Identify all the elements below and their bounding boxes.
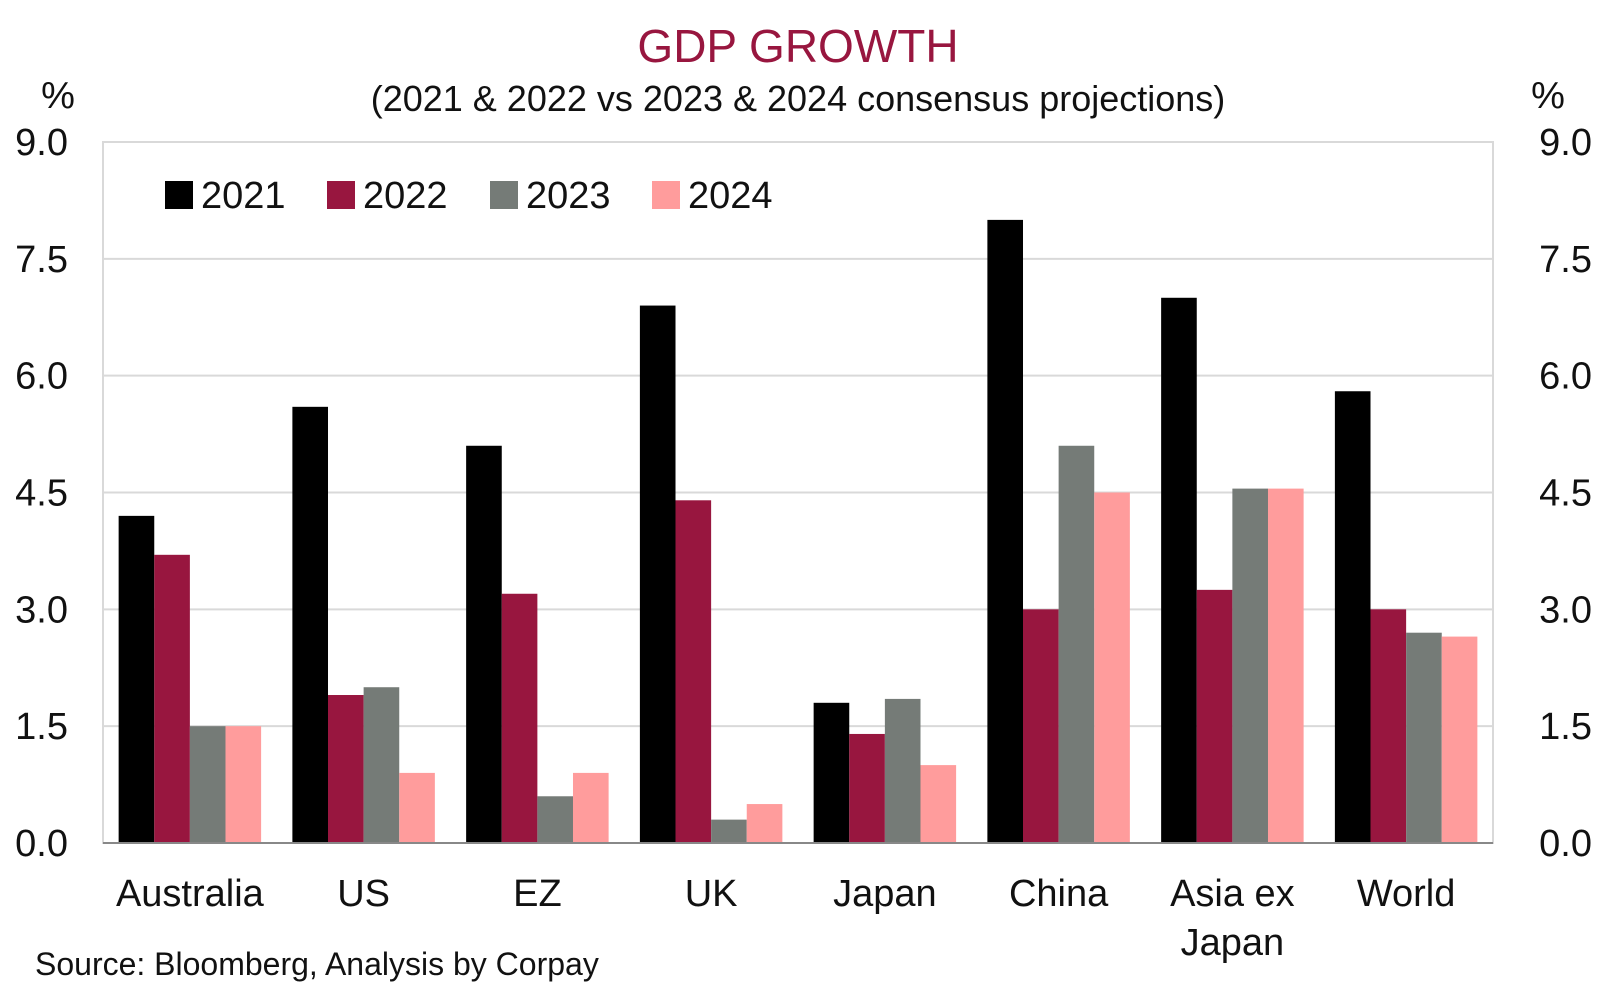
- bar-2024-japan: [920, 765, 957, 843]
- legend-swatch-2023: [490, 181, 518, 209]
- bar-2021-us: [292, 406, 329, 843]
- y-tick-label-left: 9.0: [15, 122, 68, 164]
- x-category-label: US: [337, 873, 390, 915]
- x-category-label: Australia: [116, 873, 265, 915]
- y-tick-label-right: 6.0: [1539, 356, 1592, 398]
- x-category-label: UK: [685, 873, 738, 915]
- bar-2024-us: [399, 772, 435, 843]
- y-axis-unit-left: %: [41, 75, 75, 117]
- bar-2022-ez: [501, 593, 538, 843]
- bar-2021-japan: [813, 702, 850, 843]
- y-tick-label-left: 0.0: [15, 823, 68, 865]
- bar-2023-us: [363, 687, 400, 843]
- x-category-label: EZ: [513, 873, 562, 915]
- bar-2024-ez: [572, 772, 609, 843]
- bar-2024-uk: [746, 804, 783, 843]
- y-tick-label-left: 6.0: [15, 356, 68, 398]
- legend: 2021 2022 2023 2024: [165, 175, 773, 217]
- bar-2021-ez: [466, 445, 502, 843]
- bar-2022-china: [1023, 609, 1059, 843]
- bar-2023-world: [1406, 632, 1442, 843]
- bar-2022-world: [1370, 609, 1407, 843]
- x-category-label: Japan: [1181, 922, 1285, 964]
- y-tick-label-right: 7.5: [1539, 239, 1592, 281]
- bar-2021-world: [1334, 391, 1371, 843]
- bar-2023-uk: [711, 819, 747, 843]
- y-axis-unit-right: %: [1531, 75, 1565, 117]
- legend-label-2021: 2021: [201, 175, 286, 217]
- x-category-label: China: [1009, 873, 1109, 915]
- x-category-label: World: [1357, 873, 1456, 915]
- y-tick-label-right: 9.0: [1539, 122, 1592, 164]
- bar-2022-japan: [849, 733, 885, 843]
- y-tick-label-left: 3.0: [15, 589, 68, 631]
- bars: [118, 219, 1478, 844]
- y-tick-label-right: 1.5: [1539, 706, 1592, 748]
- legend-swatch-2022: [327, 181, 355, 209]
- bar-2023-china: [1058, 445, 1095, 843]
- x-category-label: Asia ex: [1170, 873, 1295, 915]
- legend-label-2023: 2023: [526, 175, 611, 217]
- legend-swatch-2021: [165, 181, 193, 209]
- axes: 0.0 0.0 1.5 1.5 3.0 3.0 4.5 4.5 6.0 6.0 7.5 7.5 9.0 9…: [15, 122, 1592, 964]
- x-category-label: Japan: [833, 873, 937, 915]
- bar-2022-asia-ex-japan: [1196, 589, 1233, 843]
- y-tick-label-right: 4.5: [1539, 473, 1592, 515]
- bar-2021-asia-ex-japan: [1161, 297, 1197, 843]
- bar-2022-uk: [675, 500, 712, 843]
- y-tick-label-right: 0.0: [1539, 823, 1592, 865]
- bar-2023-ez: [537, 796, 573, 843]
- source-note: Source: Bloomberg, Analysis by Corpay: [35, 946, 599, 982]
- y-tick-label-left: 4.5: [15, 473, 68, 515]
- bar-2021-australia: [118, 515, 155, 843]
- bar-2023-australia: [189, 726, 226, 843]
- legend-label-2024: 2024: [688, 175, 773, 217]
- chart-subtitle: (2021 & 2022 vs 2023 & 2024 consensus pr…: [371, 78, 1226, 119]
- bar-2023-asia-ex-japan: [1232, 488, 1268, 843]
- bar-2021-china: [987, 219, 1024, 843]
- y-tick-label-left: 1.5: [15, 706, 68, 748]
- bar-2024-asia-ex-japan: [1267, 488, 1304, 843]
- bar-2023-japan: [884, 698, 921, 843]
- y-tick-label-right: 3.0: [1539, 589, 1592, 631]
- y-tick-label-left: 7.5: [15, 239, 68, 281]
- chart-title: GDP GROWTH: [637, 20, 958, 72]
- bar-2021-uk: [639, 305, 676, 844]
- legend-swatch-2024: [652, 181, 680, 209]
- bar-2024-world: [1441, 636, 1478, 843]
- bar-2024-australia: [225, 726, 262, 843]
- legend-label-2022: 2022: [363, 175, 448, 217]
- bar-2022-us: [328, 695, 364, 843]
- bar-2024-china: [1094, 492, 1130, 843]
- bar-2022-australia: [154, 554, 190, 843]
